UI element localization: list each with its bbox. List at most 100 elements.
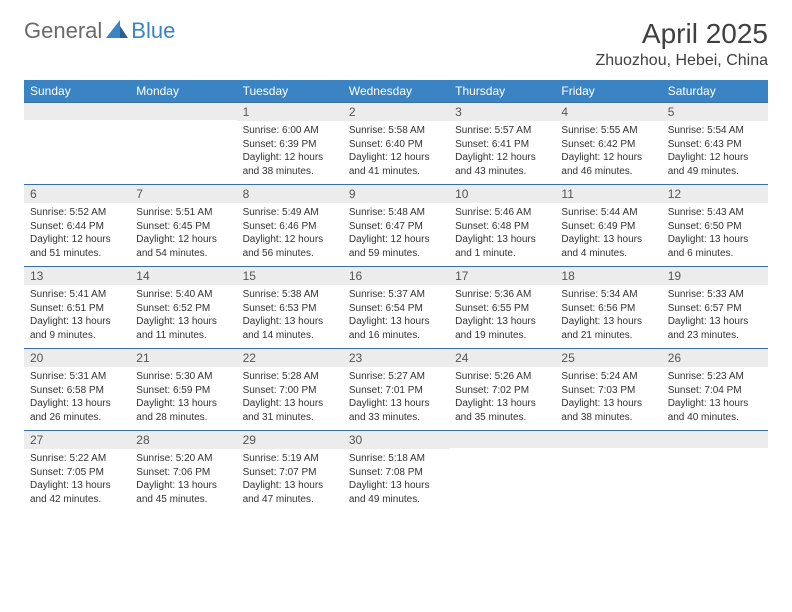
sunrise-text: Sunrise: 5:51 AM <box>136 206 230 220</box>
day-content: Sunrise: 6:00 AMSunset: 6:39 PMDaylight:… <box>237 121 343 181</box>
day-number: 9 <box>343 185 449 203</box>
sunrise-text: Sunrise: 5:19 AM <box>243 452 337 466</box>
sunrise-text: Sunrise: 5:43 AM <box>668 206 762 220</box>
calendar-cell: 4Sunrise: 5:55 AMSunset: 6:42 PMDaylight… <box>555 103 661 185</box>
daylight-text: Daylight: 13 hours and 1 minute. <box>455 233 549 260</box>
sunset-text: Sunset: 6:45 PM <box>136 220 230 234</box>
daylight-text: Daylight: 13 hours and 38 minutes. <box>561 397 655 424</box>
sunrise-text: Sunrise: 5:46 AM <box>455 206 549 220</box>
sunset-text: Sunset: 6:54 PM <box>349 302 443 316</box>
sunrise-text: Sunrise: 5:26 AM <box>455 370 549 384</box>
calendar-cell <box>662 431 768 513</box>
sunset-text: Sunset: 6:44 PM <box>30 220 124 234</box>
calendar-cell <box>555 431 661 513</box>
calendar-cell: 27Sunrise: 5:22 AMSunset: 7:05 PMDayligh… <box>24 431 130 513</box>
daylight-text: Daylight: 13 hours and 42 minutes. <box>30 479 124 506</box>
calendar-cell: 13Sunrise: 5:41 AMSunset: 6:51 PMDayligh… <box>24 267 130 349</box>
col-header: Tuesday <box>237 80 343 103</box>
day-content: Sunrise: 5:28 AMSunset: 7:00 PMDaylight:… <box>237 367 343 427</box>
calendar-cell: 12Sunrise: 5:43 AMSunset: 6:50 PMDayligh… <box>662 185 768 267</box>
daylight-text: Daylight: 13 hours and 31 minutes. <box>243 397 337 424</box>
day-content: Sunrise: 5:27 AMSunset: 7:01 PMDaylight:… <box>343 367 449 427</box>
sunrise-text: Sunrise: 5:22 AM <box>30 452 124 466</box>
daylight-text: Daylight: 13 hours and 23 minutes. <box>668 315 762 342</box>
day-number-empty <box>130 103 236 120</box>
day-content: Sunrise: 5:44 AMSunset: 6:49 PMDaylight:… <box>555 203 661 263</box>
calendar-row: 1Sunrise: 6:00 AMSunset: 6:39 PMDaylight… <box>24 103 768 185</box>
sunrise-text: Sunrise: 5:34 AM <box>561 288 655 302</box>
day-content: Sunrise: 5:49 AMSunset: 6:46 PMDaylight:… <box>237 203 343 263</box>
day-header-row: Sunday Monday Tuesday Wednesday Thursday… <box>24 80 768 103</box>
sunrise-text: Sunrise: 5:58 AM <box>349 124 443 138</box>
daylight-text: Daylight: 13 hours and 19 minutes. <box>455 315 549 342</box>
sunset-text: Sunset: 6:43 PM <box>668 138 762 152</box>
day-number: 5 <box>662 103 768 121</box>
day-content: Sunrise: 5:33 AMSunset: 6:57 PMDaylight:… <box>662 285 768 345</box>
sunset-text: Sunset: 7:00 PM <box>243 384 337 398</box>
day-number: 21 <box>130 349 236 367</box>
sunset-text: Sunset: 6:57 PM <box>668 302 762 316</box>
day-content: Sunrise: 5:19 AMSunset: 7:07 PMDaylight:… <box>237 449 343 509</box>
day-content: Sunrise: 5:22 AMSunset: 7:05 PMDaylight:… <box>24 449 130 509</box>
day-content: Sunrise: 5:37 AMSunset: 6:54 PMDaylight:… <box>343 285 449 345</box>
day-number: 19 <box>662 267 768 285</box>
location-text: Zhuozhou, Hebei, China <box>595 52 768 70</box>
calendar-cell: 28Sunrise: 5:20 AMSunset: 7:06 PMDayligh… <box>130 431 236 513</box>
sunset-text: Sunset: 7:02 PM <box>455 384 549 398</box>
day-number-empty <box>24 103 130 120</box>
calendar-row: 27Sunrise: 5:22 AMSunset: 7:05 PMDayligh… <box>24 431 768 513</box>
day-content: Sunrise: 5:34 AMSunset: 6:56 PMDaylight:… <box>555 285 661 345</box>
day-content: Sunrise: 5:48 AMSunset: 6:47 PMDaylight:… <box>343 203 449 263</box>
day-number: 8 <box>237 185 343 203</box>
sunrise-text: Sunrise: 5:36 AM <box>455 288 549 302</box>
calendar-cell: 15Sunrise: 5:38 AMSunset: 6:53 PMDayligh… <box>237 267 343 349</box>
daylight-text: Daylight: 13 hours and 28 minutes. <box>136 397 230 424</box>
sunset-text: Sunset: 7:07 PM <box>243 466 337 480</box>
daylight-text: Daylight: 13 hours and 47 minutes. <box>243 479 337 506</box>
day-number-empty <box>449 431 555 448</box>
daylight-text: Daylight: 13 hours and 33 minutes. <box>349 397 443 424</box>
sunrise-text: Sunrise: 5:41 AM <box>30 288 124 302</box>
calendar-cell: 22Sunrise: 5:28 AMSunset: 7:00 PMDayligh… <box>237 349 343 431</box>
sunset-text: Sunset: 6:56 PM <box>561 302 655 316</box>
calendar-cell: 30Sunrise: 5:18 AMSunset: 7:08 PMDayligh… <box>343 431 449 513</box>
sunrise-text: Sunrise: 5:33 AM <box>668 288 762 302</box>
sunrise-text: Sunrise: 5:52 AM <box>30 206 124 220</box>
day-number: 22 <box>237 349 343 367</box>
daylight-text: Daylight: 12 hours and 38 minutes. <box>243 151 337 178</box>
daylight-text: Daylight: 13 hours and 11 minutes. <box>136 315 230 342</box>
calendar-cell: 1Sunrise: 6:00 AMSunset: 6:39 PMDaylight… <box>237 103 343 185</box>
col-header: Monday <box>130 80 236 103</box>
sunset-text: Sunset: 6:41 PM <box>455 138 549 152</box>
daylight-text: Daylight: 13 hours and 9 minutes. <box>30 315 124 342</box>
sunrise-text: Sunrise: 5:18 AM <box>349 452 443 466</box>
col-header: Saturday <box>662 80 768 103</box>
calendar-cell: 17Sunrise: 5:36 AMSunset: 6:55 PMDayligh… <box>449 267 555 349</box>
calendar-cell: 25Sunrise: 5:24 AMSunset: 7:03 PMDayligh… <box>555 349 661 431</box>
daylight-text: Daylight: 13 hours and 14 minutes. <box>243 315 337 342</box>
calendar-cell: 21Sunrise: 5:30 AMSunset: 6:59 PMDayligh… <box>130 349 236 431</box>
sunrise-text: Sunrise: 5:23 AM <box>668 370 762 384</box>
day-number: 15 <box>237 267 343 285</box>
sunset-text: Sunset: 7:04 PM <box>668 384 762 398</box>
sunrise-text: Sunrise: 5:49 AM <box>243 206 337 220</box>
daylight-text: Daylight: 13 hours and 16 minutes. <box>349 315 443 342</box>
calendar-cell: 9Sunrise: 5:48 AMSunset: 6:47 PMDaylight… <box>343 185 449 267</box>
day-number: 16 <box>343 267 449 285</box>
calendar-cell: 5Sunrise: 5:54 AMSunset: 6:43 PMDaylight… <box>662 103 768 185</box>
calendar-cell: 16Sunrise: 5:37 AMSunset: 6:54 PMDayligh… <box>343 267 449 349</box>
sunrise-text: Sunrise: 5:57 AM <box>455 124 549 138</box>
day-content: Sunrise: 5:46 AMSunset: 6:48 PMDaylight:… <box>449 203 555 263</box>
day-content: Sunrise: 5:24 AMSunset: 7:03 PMDaylight:… <box>555 367 661 427</box>
sunset-text: Sunset: 6:51 PM <box>30 302 124 316</box>
day-content: Sunrise: 5:26 AMSunset: 7:02 PMDaylight:… <box>449 367 555 427</box>
day-number: 18 <box>555 267 661 285</box>
day-number: 20 <box>24 349 130 367</box>
logo: General Blue <box>24 18 175 44</box>
day-content: Sunrise: 5:57 AMSunset: 6:41 PMDaylight:… <box>449 121 555 181</box>
title-block: April 2025 Zhuozhou, Hebei, China <box>595 18 768 70</box>
day-number: 27 <box>24 431 130 449</box>
col-header: Wednesday <box>343 80 449 103</box>
daylight-text: Daylight: 13 hours and 45 minutes. <box>136 479 230 506</box>
calendar-cell: 26Sunrise: 5:23 AMSunset: 7:04 PMDayligh… <box>662 349 768 431</box>
